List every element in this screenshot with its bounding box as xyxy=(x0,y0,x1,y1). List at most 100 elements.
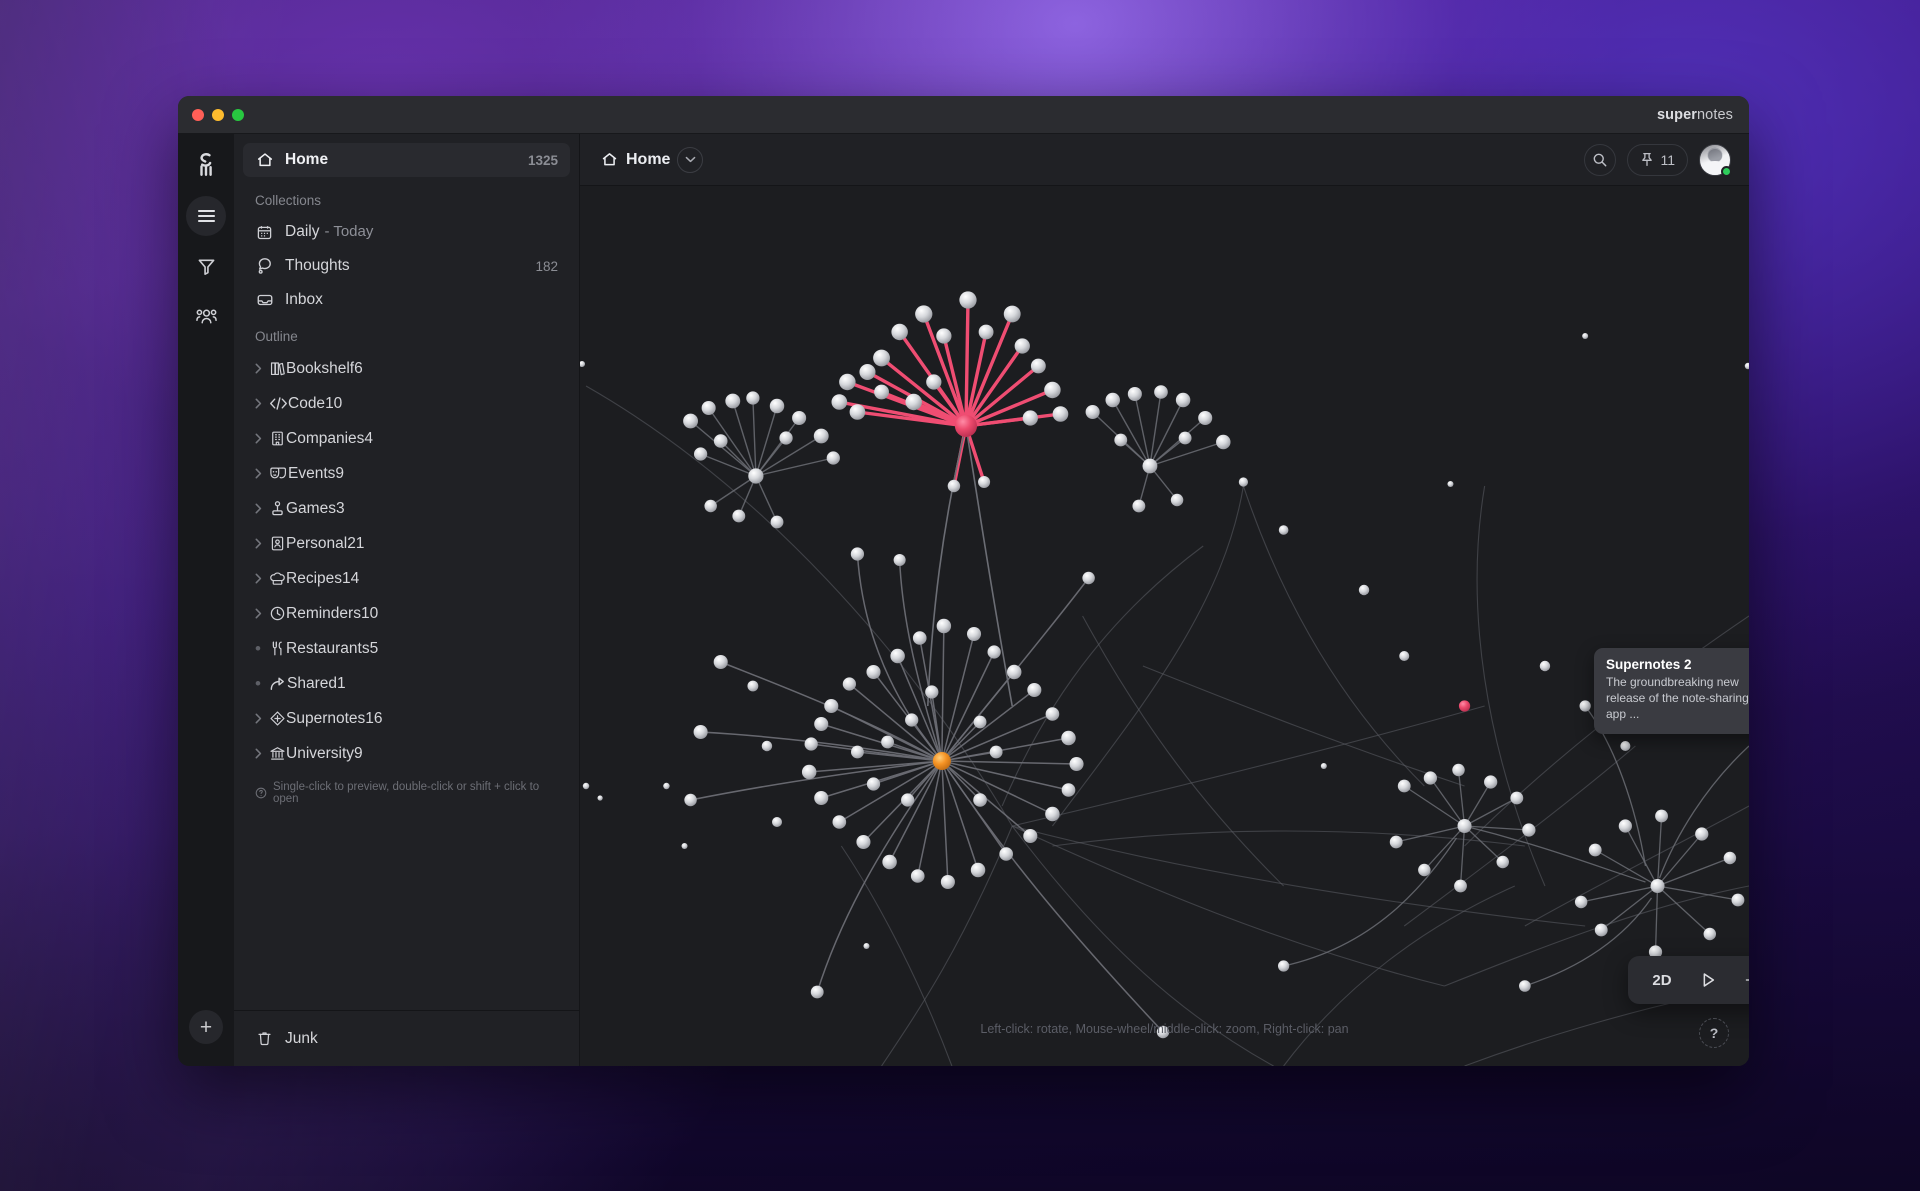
building-icon xyxy=(269,430,286,447)
graph-cluster-right xyxy=(1085,385,1231,513)
sidebar-events-count: 9 xyxy=(335,464,345,482)
share-arrow-icon xyxy=(269,675,287,692)
chevron-right-icon[interactable] xyxy=(247,433,269,444)
sidebar-item-menu[interactable] xyxy=(186,196,226,236)
status-badge xyxy=(1721,165,1732,177)
sidebar: Home 1325 Collections Daily - Today xyxy=(234,134,580,1066)
sidebar-university-label: University xyxy=(286,744,355,762)
play-button[interactable] xyxy=(1690,962,1726,998)
sidebar-item-supernotes[interactable]: Supernotes 16 xyxy=(243,701,570,736)
pin-icon xyxy=(1640,152,1654,167)
sidebar-item-home[interactable]: Home 1325 xyxy=(243,143,570,177)
main-area: Home xyxy=(580,134,1749,1066)
graph-cluster-bottom-right xyxy=(1238,477,1749,992)
sidebar-thoughts-label: Thoughts xyxy=(285,257,350,274)
brand-light: notes xyxy=(1697,106,1733,123)
people-icon xyxy=(195,307,217,325)
graph-cluster-highlighted xyxy=(831,291,1069,707)
clock-icon xyxy=(269,605,286,622)
avatar[interactable] xyxy=(1699,143,1732,177)
graph-isolated-nodes xyxy=(580,333,1749,949)
chef-hat-icon xyxy=(269,570,286,587)
supernotes-logo[interactable] xyxy=(191,148,221,182)
chevron-right-icon[interactable] xyxy=(247,573,269,584)
chevron-right-icon[interactable] xyxy=(247,748,269,759)
sidebar-hint-text: Single-click to preview, double-click or… xyxy=(273,781,540,805)
sidebar-home-count: 1325 xyxy=(527,152,558,168)
sidebar-games-label: Games xyxy=(286,499,336,517)
help-button[interactable]: ? xyxy=(1699,1018,1729,1048)
chevron-right-icon[interactable] xyxy=(247,468,269,479)
play-icon xyxy=(1700,971,1717,989)
sidebar-item-filter[interactable] xyxy=(186,246,226,286)
hamburger-icon xyxy=(197,209,216,223)
sidebar-item-thoughts[interactable]: Thoughts 182 xyxy=(243,249,570,283)
chevron-down-icon xyxy=(685,156,696,163)
bank-icon xyxy=(269,745,286,762)
topbar-actions: 11 xyxy=(1584,143,1732,177)
outline-heading: Outline xyxy=(255,329,298,344)
sidebar-item-shared[interactable]: • Shared 1 xyxy=(243,666,570,701)
sidebar-item-games[interactable]: Games 3 xyxy=(243,491,570,526)
home-icon xyxy=(600,151,618,169)
sidebar-item-university[interactable]: University 9 xyxy=(243,736,570,771)
bullet-icon[interactable]: • xyxy=(255,674,261,693)
chevron-right-icon[interactable] xyxy=(247,503,269,514)
chevron-right-icon[interactable] xyxy=(247,608,269,619)
graph-toolbar: 2D xyxy=(1628,956,1749,1004)
trash-icon xyxy=(255,1029,274,1048)
sidebar-item-restaurants[interactable]: • Restaurants 5 xyxy=(243,631,570,666)
chevron-right-icon[interactable] xyxy=(247,398,269,409)
close-button[interactable] xyxy=(192,108,204,121)
minimize-button[interactable] xyxy=(212,108,224,121)
add-button[interactable]: + xyxy=(189,1010,223,1044)
sidebar-daily-label: Daily - Today xyxy=(285,223,374,240)
search-button[interactable] xyxy=(1584,143,1617,176)
sidebar-university-count: 9 xyxy=(354,744,363,762)
sidebar-item-events[interactable]: Events 9 xyxy=(243,456,570,491)
graph-cluster-main xyxy=(663,547,1170,1039)
maximize-button[interactable] xyxy=(232,108,244,121)
inbox-icon xyxy=(255,291,274,310)
sidebar-item-junk[interactable]: Junk xyxy=(234,1010,579,1066)
sidebar-item-code[interactable]: Code 10 xyxy=(243,386,570,421)
sidebar-item-recipes[interactable]: Recipes 14 xyxy=(243,561,570,596)
pinned-button[interactable]: 11 xyxy=(1627,143,1688,176)
sidebar-restaurants-count: 5 xyxy=(369,639,379,657)
breadcrumb[interactable]: Home xyxy=(600,151,670,169)
bullet-icon[interactable]: • xyxy=(255,639,261,658)
sidebar-shared-count: 1 xyxy=(336,674,346,692)
home-icon xyxy=(255,151,274,170)
sidebar-scroll[interactable]: Home 1325 Collections Daily - Today xyxy=(243,143,570,1010)
sidebar-item-companies[interactable]: Companies 4 xyxy=(243,421,570,456)
window-titlebar: supernotes xyxy=(178,96,1749,134)
sidebar-events-label: Events xyxy=(288,464,336,482)
filter-icon xyxy=(197,257,216,276)
app-window: supernotes xyxy=(178,96,1749,1066)
sidebar-item-daily[interactable]: Daily - Today xyxy=(243,215,570,249)
dimension-toggle[interactable]: 2D xyxy=(1652,971,1672,989)
graph-visualization xyxy=(580,291,1749,1066)
sidebar-companies-label: Companies xyxy=(286,429,365,447)
sidebar-item-people[interactable] xyxy=(186,296,226,336)
sidebar-supernotes-label: Supernotes xyxy=(286,709,366,727)
sidebar-item-personal[interactable]: Personal 21 xyxy=(243,526,570,561)
joystick-icon xyxy=(269,500,286,517)
recenter-button[interactable] xyxy=(1736,962,1749,998)
id-card-icon xyxy=(269,535,286,552)
breadcrumb-dropdown-button[interactable] xyxy=(677,146,704,173)
chevron-right-icon[interactable] xyxy=(247,713,269,724)
graph-node-pink-small xyxy=(1458,700,1471,712)
sidebar-inbox-label: Inbox xyxy=(285,291,323,308)
sidebar-hint: Single-click to preview, double-click or… xyxy=(243,771,570,805)
chevron-right-icon[interactable] xyxy=(247,363,269,374)
sidebar-item-reminders[interactable]: Reminders 10 xyxy=(243,596,570,631)
sidebar-bookshelf-count: 6 xyxy=(354,359,363,377)
sidebar-item-bookshelf[interactable]: Bookshelf 6 xyxy=(243,351,570,386)
diamond-icon xyxy=(269,710,286,727)
sidebar-item-inbox[interactable]: Inbox xyxy=(243,283,570,317)
graph-canvas[interactable]: Supernotes 2 The groundbreaking new rele… xyxy=(580,186,1749,1066)
help-circle-icon xyxy=(255,787,267,799)
chevron-right-icon[interactable] xyxy=(247,538,269,549)
